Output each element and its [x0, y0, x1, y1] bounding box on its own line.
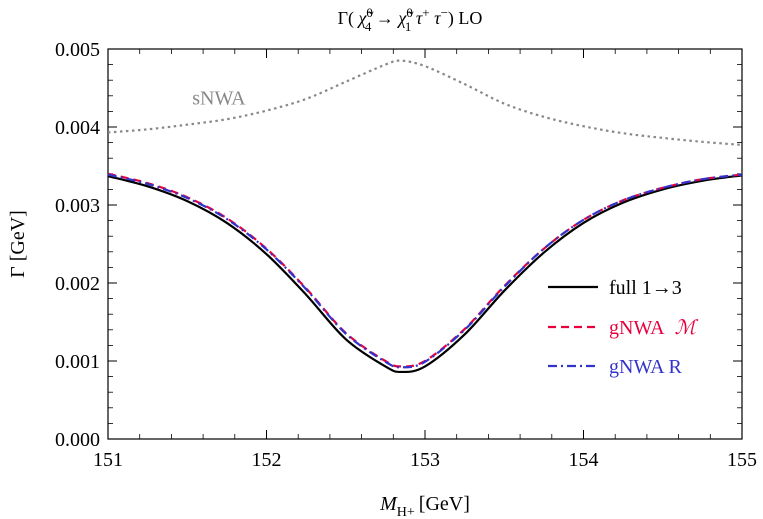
- series-line-gnwa-r: [107, 173, 743, 369]
- x-tick-label: 152: [252, 449, 282, 471]
- x-axis-title-unit: [GeV]: [419, 493, 470, 515]
- legend-label-full: full 1→3: [609, 277, 682, 299]
- y-tick-label: 0.004: [55, 117, 100, 139]
- series-line-full-1-3: [107, 174, 743, 374]
- y-tick-label: 0.005: [55, 39, 100, 61]
- legend-label-gnwa-m-text: gNWA: [609, 317, 665, 339]
- axis-ticks: [107, 48, 743, 440]
- x-axis-title-sub: H+: [397, 505, 415, 519]
- y-tick-label: 0.003: [55, 195, 100, 217]
- axis-tick-labels: 151 152 153 154 155 0.000 0.001 0.002 0.003 0.004…: [55, 39, 757, 471]
- y-tick-label: 0.000: [55, 429, 100, 451]
- y-axis-title: Γ [GeV]: [7, 210, 29, 278]
- legend: full 1→3 gNWA ℳ gNWA R: [548, 277, 699, 378]
- chart-title: Γ( χ̃0 4 → χ̃0 1 τ+ τ−) LO: [338, 5, 483, 34]
- y-tick-label: 0.002: [55, 273, 100, 295]
- x-axis-title-main: M: [379, 493, 398, 515]
- legend-label-gnwa-m: gNWA ℳ: [609, 317, 699, 339]
- series-layer: [107, 59, 743, 374]
- x-tick-label: 155: [727, 449, 757, 471]
- x-tick-label: 153: [410, 449, 440, 471]
- y-tick-label: 0.001: [55, 351, 100, 373]
- series-line-snwa: [107, 59, 743, 147]
- x-tick-label: 154: [569, 449, 599, 471]
- x-axis-title: MH+ [GeV]: [379, 493, 470, 519]
- x-tick-label: 151: [93, 449, 123, 471]
- legend-label-gnwa-m-symbol: ℳ: [675, 317, 699, 339]
- snwa-annotation: sNWA: [192, 87, 246, 109]
- legend-label-gnwa-r: gNWA R: [609, 356, 682, 378]
